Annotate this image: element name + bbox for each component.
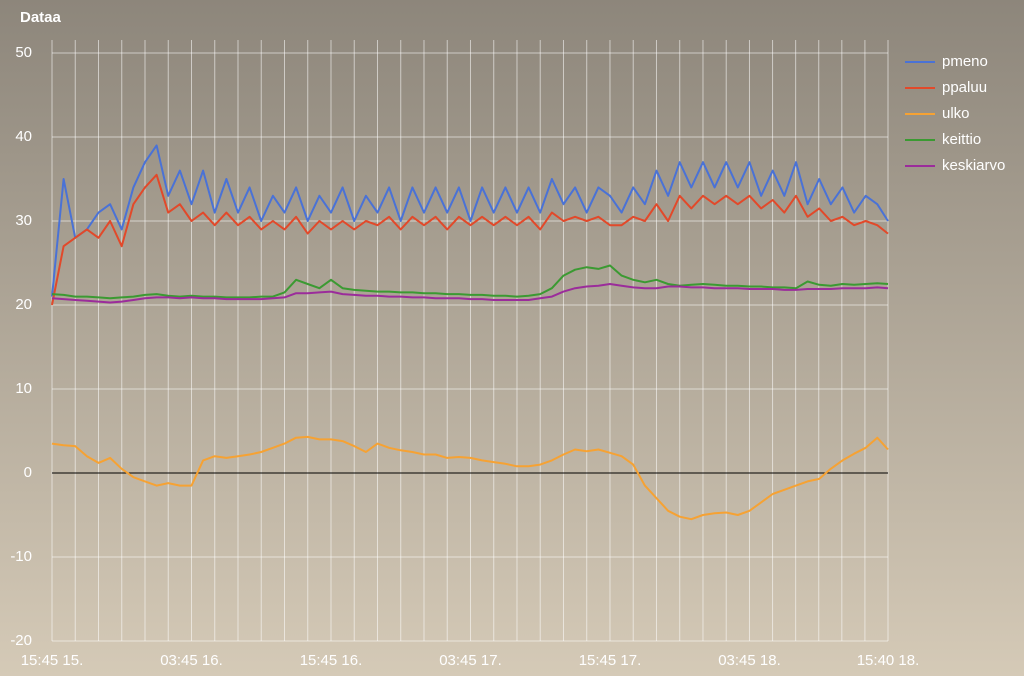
legend-label: keskiarvo xyxy=(942,157,1005,174)
series-line xyxy=(51,264,889,300)
legend-label: ulko xyxy=(942,105,970,122)
x-tick-label: 15:45 16. xyxy=(300,652,363,669)
x-tick-label: 15:40 18. xyxy=(857,652,920,669)
y-tick-label: 0 xyxy=(24,464,32,481)
x-tick-label: 03:45 17. xyxy=(439,652,502,669)
y-tick-label: 10 xyxy=(15,380,32,397)
legend-label: keittio xyxy=(942,131,981,148)
y-tick-label: 30 xyxy=(15,212,32,229)
x-tick-label: 03:45 18. xyxy=(718,652,781,669)
y-tick-label: -20 xyxy=(10,632,32,649)
x-tick-label: 03:45 16. xyxy=(160,652,223,669)
series-line xyxy=(51,435,889,521)
x-tick-label: 15:45 15. xyxy=(21,652,84,669)
legend-label: ppaluu xyxy=(942,79,987,96)
y-tick-label: 40 xyxy=(15,128,32,145)
y-tick-label: 50 xyxy=(15,44,32,61)
y-tick-label: 20 xyxy=(15,296,32,313)
legend-label: pmeno xyxy=(942,53,988,70)
chart-title: Dataa xyxy=(20,9,62,26)
series-line xyxy=(51,283,889,304)
y-tick-label: -10 xyxy=(10,548,32,565)
series-line xyxy=(51,173,889,306)
x-tick-label: 15:45 17. xyxy=(579,652,642,669)
series-line xyxy=(51,144,889,297)
